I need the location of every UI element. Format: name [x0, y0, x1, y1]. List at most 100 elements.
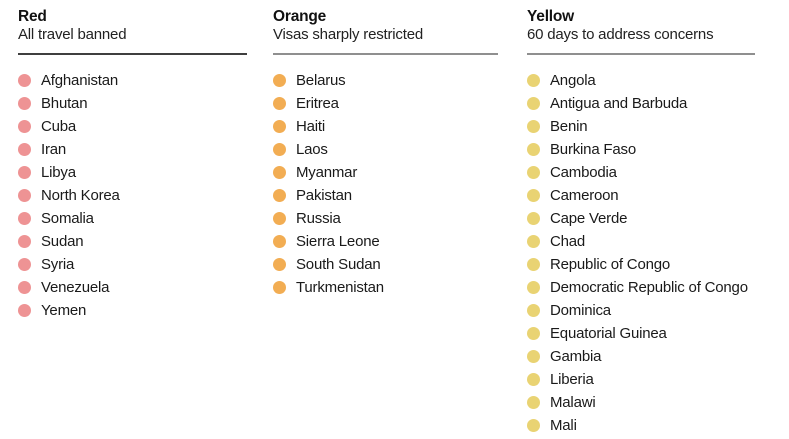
- country-name: Malawi: [550, 394, 596, 411]
- country-name: Republic of Congo: [550, 256, 671, 273]
- country-list-item: Angola: [527, 69, 777, 92]
- country-name: Venezuela: [41, 279, 110, 296]
- country-name: Syria: [41, 256, 75, 273]
- category-dot-icon: [18, 212, 31, 225]
- country-name: Burkina Faso: [550, 141, 636, 158]
- country-name: Russia: [296, 210, 341, 227]
- category-dot-icon: [527, 235, 540, 248]
- country-list: Angola Antigua and Barbuda Benin Burkina…: [527, 69, 777, 437]
- country-name: Democratic Republic of Congo: [550, 279, 748, 296]
- country-name: Cuba: [41, 118, 77, 135]
- country-list-item: Iran: [18, 138, 269, 161]
- country-list-item: Equatorial Guinea: [527, 322, 777, 345]
- category-dot-icon: [273, 189, 286, 202]
- country-list-item: Libya: [18, 161, 269, 184]
- category-dot-icon: [527, 350, 540, 363]
- country-list: Belarus Eritrea Haiti Laos Myanmar Pakis…: [273, 69, 520, 299]
- country-name: Mali: [550, 417, 577, 434]
- country-name: Somalia: [41, 210, 94, 227]
- category-dot-icon: [527, 212, 540, 225]
- country-list-item: Malawi: [527, 391, 777, 414]
- country-name: Antigua and Barbuda: [550, 95, 688, 112]
- country-name: Yemen: [41, 302, 87, 319]
- country-name: Equatorial Guinea: [550, 325, 667, 342]
- country-list-item: Myanmar: [273, 161, 520, 184]
- category-title: Orange: [273, 8, 327, 25]
- country-name: Laos: [296, 141, 328, 158]
- country-list-item: Turkmenistan: [273, 276, 520, 299]
- divider-rule: [273, 53, 498, 55]
- category-dot-icon: [18, 258, 31, 271]
- country-list-item: North Korea: [18, 184, 269, 207]
- country-name: Cameroon: [550, 187, 619, 204]
- country-list-item: Chad: [527, 230, 777, 253]
- country-list-item: Sierra Leone: [273, 230, 520, 253]
- category-dot-icon: [273, 212, 286, 225]
- country-list-item: Gambia: [527, 345, 777, 368]
- country-list-item: Democratic Republic of Congo: [527, 276, 777, 299]
- country-list-item: Somalia: [18, 207, 269, 230]
- category-dot-icon: [18, 97, 31, 110]
- category-dot-icon: [527, 304, 540, 317]
- country-name: South Sudan: [296, 256, 381, 273]
- country-name: North Korea: [41, 187, 120, 204]
- category-dot-icon: [18, 120, 31, 133]
- category-dot-icon: [273, 235, 286, 248]
- country-list-item: Sudan: [18, 230, 269, 253]
- country-list-item: Eritrea: [273, 92, 520, 115]
- divider-rule: [527, 53, 755, 55]
- country-list-item: Burkina Faso: [527, 138, 777, 161]
- country-list-item: Afghanistan: [18, 69, 269, 92]
- country-list-item: Cambodia: [527, 161, 777, 184]
- divider-rule: [18, 53, 247, 55]
- country-list-item: Russia: [273, 207, 520, 230]
- category-dot-icon: [18, 235, 31, 248]
- category-dot-icon: [18, 143, 31, 156]
- category-dot-icon: [273, 281, 286, 294]
- country-list-item: Venezuela: [18, 276, 269, 299]
- country-name: Belarus: [296, 72, 346, 89]
- country-name: Gambia: [550, 348, 602, 365]
- category-dot-icon: [18, 304, 31, 317]
- category-dot-icon: [273, 120, 286, 133]
- category-column-yellow: Yellow 60 days to address concerns Angol…: [527, 8, 777, 437]
- country-name: Haiti: [296, 118, 326, 135]
- country-list-item: Laos: [273, 138, 520, 161]
- country-list-item: Haiti: [273, 115, 520, 138]
- category-dot-icon: [527, 258, 540, 271]
- country-list-item: Benin: [527, 115, 777, 138]
- category-dot-icon: [527, 189, 540, 202]
- country-name: Chad: [550, 233, 586, 250]
- category-title: Red: [18, 8, 47, 25]
- country-list: Afghanistan Bhutan Cuba Iran Libya North…: [18, 69, 269, 322]
- category-dot-icon: [527, 143, 540, 156]
- country-name: Afghanistan: [41, 72, 119, 89]
- country-name: Pakistan: [296, 187, 352, 204]
- category-subtitle: All travel banned: [18, 26, 127, 43]
- country-name: Eritrea: [296, 95, 339, 112]
- category-dot-icon: [273, 166, 286, 179]
- category-dot-icon: [527, 419, 540, 432]
- category-subtitle: Visas sharply restricted: [273, 26, 423, 43]
- country-list-item: Antigua and Barbuda: [527, 92, 777, 115]
- country-list-item: Republic of Congo: [527, 253, 777, 276]
- country-list-item: Mali: [527, 414, 777, 437]
- country-name: Benin: [550, 118, 588, 135]
- country-list-item: Syria: [18, 253, 269, 276]
- category-dot-icon: [527, 166, 540, 179]
- country-list-item: Bhutan: [18, 92, 269, 115]
- country-name: Cambodia: [550, 164, 617, 181]
- category-title: Yellow: [527, 8, 575, 25]
- category-column-red: Red All travel banned Afghanistan Bhutan…: [18, 8, 269, 322]
- country-name: Dominica: [550, 302, 611, 319]
- country-list-item: Dominica: [527, 299, 777, 322]
- category-dot-icon: [18, 281, 31, 294]
- country-name: Turkmenistan: [296, 279, 384, 296]
- category-dot-icon: [527, 120, 540, 133]
- category-dot-icon: [273, 74, 286, 87]
- country-list-item: South Sudan: [273, 253, 520, 276]
- country-name: Cape Verde: [550, 210, 628, 227]
- country-list-item: Pakistan: [273, 184, 520, 207]
- country-name: Iran: [41, 141, 67, 158]
